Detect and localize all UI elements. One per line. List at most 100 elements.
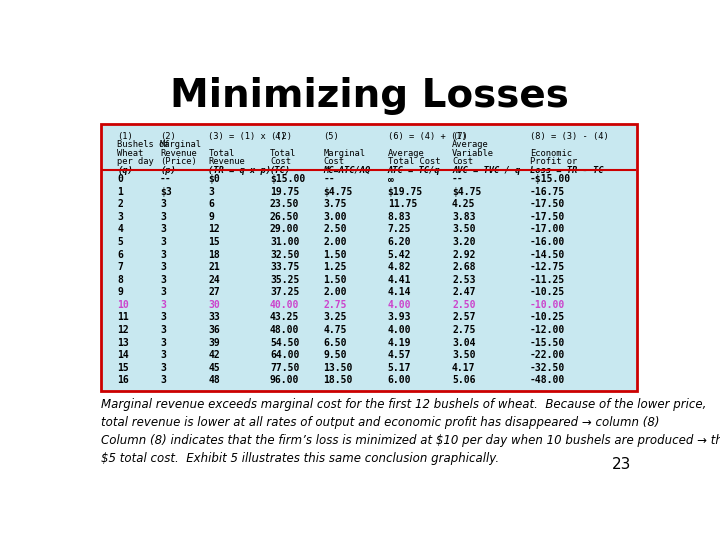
Text: 2.57: 2.57	[452, 313, 475, 322]
Text: (8) = (3) - (4): (8) = (3) - (4)	[530, 132, 608, 141]
Text: Total: Total	[270, 149, 296, 158]
Text: $0: $0	[208, 174, 220, 184]
Text: 3: 3	[160, 262, 166, 272]
Text: Economic: Economic	[530, 149, 572, 158]
Text: 15: 15	[208, 237, 220, 247]
Text: 32.50: 32.50	[270, 249, 300, 260]
Text: 8: 8	[117, 275, 123, 285]
Text: 29.00: 29.00	[270, 225, 300, 234]
Text: Bushels of: Bushels of	[117, 140, 170, 150]
Text: 18.50: 18.50	[323, 375, 353, 386]
Text: 3.50: 3.50	[452, 225, 475, 234]
Text: 3.50: 3.50	[452, 350, 475, 360]
Text: 3: 3	[160, 275, 166, 285]
Text: MC=ATC/AQ: MC=ATC/AQ	[323, 166, 371, 175]
Text: -32.50: -32.50	[530, 363, 565, 373]
Text: 2.50: 2.50	[323, 225, 347, 234]
Text: 8.83: 8.83	[388, 212, 411, 222]
Text: 40.00: 40.00	[270, 300, 300, 310]
Text: -48.00: -48.00	[530, 375, 565, 386]
Text: 13.50: 13.50	[323, 363, 353, 373]
Text: 1: 1	[117, 187, 123, 197]
Text: 2.53: 2.53	[452, 275, 475, 285]
Text: 3: 3	[160, 212, 166, 222]
Text: 4.00: 4.00	[388, 300, 411, 310]
Text: -15.50: -15.50	[530, 338, 565, 348]
Text: 4.41: 4.41	[388, 275, 411, 285]
Text: Marginal revenue exceeds marginal cost for the first 12 bushels of wheat.  Becau: Marginal revenue exceeds marginal cost f…	[101, 399, 706, 411]
Text: 35.25: 35.25	[270, 275, 300, 285]
Text: 31.00: 31.00	[270, 237, 300, 247]
Text: 96.00: 96.00	[270, 375, 300, 386]
Text: Total Cost: Total Cost	[388, 157, 440, 166]
Text: 2.75: 2.75	[452, 325, 475, 335]
Text: 6.50: 6.50	[323, 338, 347, 348]
Text: 2: 2	[117, 199, 123, 210]
Text: -$15.00: -$15.00	[530, 174, 571, 184]
Text: 4: 4	[117, 225, 123, 234]
Text: 4.19: 4.19	[388, 338, 411, 348]
Text: 3.00: 3.00	[323, 212, 347, 222]
Text: 33: 33	[208, 313, 220, 322]
Text: -12.75: -12.75	[530, 262, 565, 272]
Text: --: --	[323, 174, 336, 184]
Text: $3: $3	[160, 187, 172, 197]
Text: --: --	[452, 174, 464, 184]
Text: 6: 6	[117, 249, 123, 260]
Text: total revenue is lower at all rates of output and economic profit has disappeare: total revenue is lower at all rates of o…	[101, 416, 660, 429]
Text: (q): (q)	[117, 166, 133, 175]
Text: Column (8) indicates that the firm’s loss is minimized at $10 per day when 10 bu: Column (8) indicates that the firm’s los…	[101, 434, 720, 447]
Text: -10.25: -10.25	[530, 313, 565, 322]
Text: Cost: Cost	[452, 157, 473, 166]
Text: Loss = TR - TC: Loss = TR - TC	[530, 166, 603, 175]
Text: -22.00: -22.00	[530, 350, 565, 360]
Text: Minimizing Losses: Minimizing Losses	[170, 77, 568, 115]
Text: -10.25: -10.25	[530, 287, 565, 298]
Text: 7: 7	[117, 262, 123, 272]
Text: 3: 3	[160, 300, 166, 310]
Text: 2.47: 2.47	[452, 287, 475, 298]
Text: -11.25: -11.25	[530, 275, 565, 285]
Text: (3) = (1) x  (2): (3) = (1) x (2)	[208, 132, 292, 141]
Text: 3.93: 3.93	[388, 313, 411, 322]
Text: 36: 36	[208, 325, 220, 335]
Text: 30: 30	[208, 300, 220, 310]
Text: 2.00: 2.00	[323, 237, 347, 247]
Text: (5): (5)	[323, 132, 339, 141]
Text: Average: Average	[452, 140, 489, 150]
Text: 39: 39	[208, 338, 220, 348]
Text: 3: 3	[208, 187, 214, 197]
Text: -16.75: -16.75	[530, 187, 565, 197]
Text: 4.75: 4.75	[323, 325, 347, 335]
Text: 3: 3	[160, 287, 166, 298]
Text: 16: 16	[117, 375, 129, 386]
Text: 10: 10	[117, 300, 129, 310]
Text: 4.82: 4.82	[388, 262, 411, 272]
Text: -12.00: -12.00	[530, 325, 565, 335]
Text: 9.50: 9.50	[323, 350, 347, 360]
Text: (TR = q x p): (TR = q x p)	[208, 166, 271, 175]
Text: Wheat: Wheat	[117, 149, 143, 158]
Text: -17.50: -17.50	[530, 199, 565, 210]
Text: 5.06: 5.06	[452, 375, 475, 386]
Text: 19.75: 19.75	[270, 187, 300, 197]
Text: 15: 15	[117, 363, 129, 373]
Text: Revenue: Revenue	[160, 149, 197, 158]
Text: -17.00: -17.00	[530, 225, 565, 234]
Text: $19.75: $19.75	[388, 187, 423, 197]
Text: 54.50: 54.50	[270, 338, 300, 348]
Text: 12: 12	[208, 225, 220, 234]
Text: 1.50: 1.50	[323, 275, 347, 285]
FancyBboxPatch shape	[101, 124, 637, 391]
Text: 5.42: 5.42	[388, 249, 411, 260]
Text: Cost: Cost	[323, 157, 344, 166]
Text: 9: 9	[208, 212, 214, 222]
Text: (7): (7)	[452, 132, 468, 141]
Text: (p): (p)	[160, 166, 176, 175]
Text: (4): (4)	[270, 132, 286, 141]
Text: -17.50: -17.50	[530, 212, 565, 222]
Text: Variable: Variable	[452, 149, 494, 158]
Text: 12: 12	[117, 325, 129, 335]
Text: --: --	[160, 174, 172, 184]
Text: (6) = (4) + (1): (6) = (4) + (1)	[388, 132, 467, 141]
